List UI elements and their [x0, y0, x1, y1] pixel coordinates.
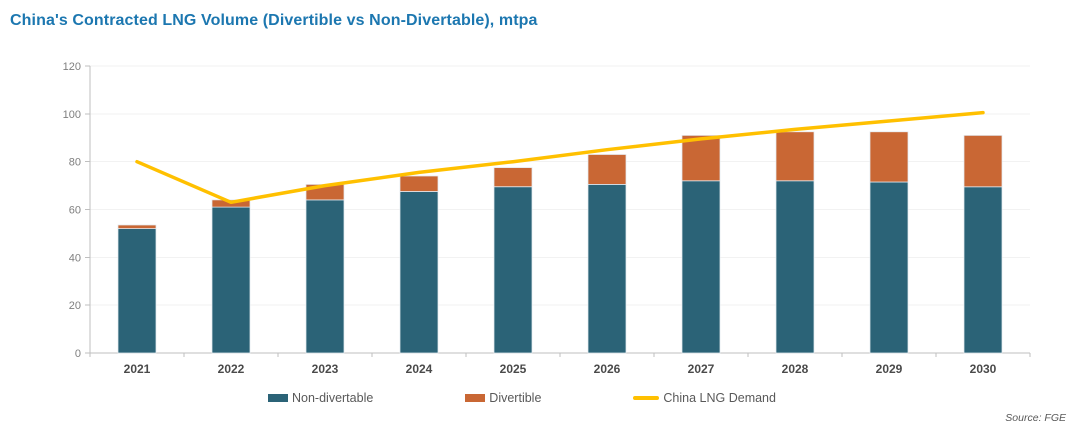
x-tick-label: 2027: [688, 362, 715, 376]
bar-segment-non-divertable: [963, 186, 1003, 354]
bar-segment-divertible: [775, 131, 815, 182]
bar-segment-non-divertable: [775, 180, 815, 354]
y-tick-label: 20: [69, 300, 81, 312]
legend-item-non-divertable: Non-divertable: [268, 391, 373, 405]
legend-label-divertible: Divertible: [489, 391, 542, 405]
legend-swatch-divertible: [465, 394, 486, 402]
x-tick-label: 2029: [876, 362, 903, 376]
y-tick-label: 40: [69, 252, 81, 264]
x-tick-label: 2022: [218, 362, 245, 376]
legend-item-china-lng-demand: China LNG Demand: [633, 391, 776, 405]
chart-title: China's Contracted LNG Volume (Divertibl…: [10, 12, 538, 29]
x-tick-label: 2023: [312, 362, 339, 376]
y-tick-label: 60: [69, 205, 81, 217]
x-tick-label: 2025: [500, 362, 527, 376]
x-tick-label: 2024: [406, 362, 433, 376]
bar-segment-divertible: [587, 154, 627, 185]
demand-line-group: [135, 110, 985, 205]
bar-segment-non-divertable: [869, 181, 909, 354]
bar-segment-divertible: [399, 175, 439, 192]
x-tick-label: 2021: [124, 362, 151, 376]
bar-segment-divertible: [681, 135, 721, 182]
bar-segment-non-divertable: [587, 184, 627, 354]
x-tick-label: 2030: [970, 362, 997, 376]
bar-segment-divertible: [963, 135, 1003, 188]
legend-item-divertible: Divertible: [465, 391, 541, 405]
bar-segment-divertible: [493, 167, 533, 188]
bar-segment-non-divertable: [117, 228, 157, 354]
y-tick-label: 0: [75, 348, 81, 360]
x-tick-label: 2028: [782, 362, 809, 376]
legend-label-china-lng-demand: China LNG Demand: [663, 391, 776, 405]
legend-swatch-non-divertable: [268, 394, 288, 402]
bar-segment-non-divertable: [211, 206, 251, 354]
chart-legend: Non-divertable Divertible China LNG Demand: [268, 390, 776, 406]
bars-group: [117, 131, 1003, 354]
x-tick-label: 2026: [594, 362, 621, 376]
bar-segment-non-divertable: [493, 186, 533, 354]
legend-label-non-divertable: Non-divertable: [292, 391, 374, 405]
bar-segment-non-divertable: [681, 180, 721, 354]
y-tick-label: 120: [63, 61, 81, 73]
bar-segment-divertible: [869, 131, 909, 183]
bar-segment-non-divertable: [305, 199, 345, 354]
bar-segment-non-divertable: [399, 191, 439, 354]
source-note: Source: FGE: [1005, 412, 1066, 424]
y-tick-label: 100: [63, 109, 81, 121]
legend-swatch-china-lng-demand: [633, 396, 660, 400]
bar-segment-divertible: [117, 224, 157, 229]
y-tick-label: 80: [69, 157, 81, 169]
demand-line: [135, 110, 985, 205]
